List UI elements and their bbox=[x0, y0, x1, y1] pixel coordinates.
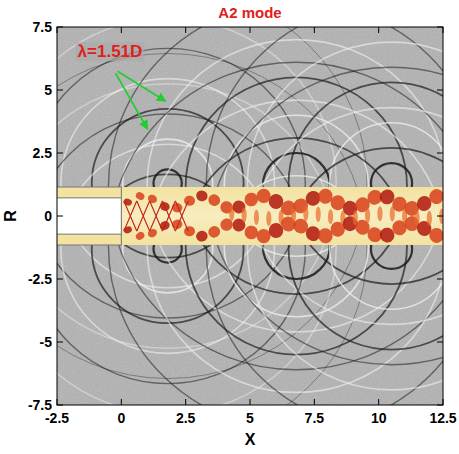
core-streak bbox=[266, 211, 271, 226]
shock-cell bbox=[163, 201, 176, 231]
vortex bbox=[134, 191, 145, 202]
y-tick bbox=[57, 153, 63, 154]
y-tick-label: 0 bbox=[44, 208, 52, 224]
wave-front bbox=[108, 27, 443, 370]
y-tick-label: 7.5 bbox=[33, 19, 53, 35]
x-tick-label: 12.5 bbox=[429, 410, 456, 426]
core-streak bbox=[328, 209, 333, 224]
x-tick-top bbox=[443, 27, 444, 33]
annotation-text: λ=1.51D bbox=[78, 42, 143, 61]
x-tick-top bbox=[121, 27, 122, 33]
wave-front bbox=[186, 77, 407, 294]
y-tick bbox=[57, 27, 63, 28]
wave-front bbox=[108, 62, 443, 405]
y-tick-label: 5 bbox=[44, 82, 52, 98]
y-tick bbox=[57, 279, 63, 280]
vortex bbox=[184, 195, 196, 206]
x-tick-top bbox=[378, 27, 379, 33]
y-tick-right bbox=[437, 90, 443, 91]
wave-front bbox=[247, 42, 443, 324]
shock-cell bbox=[175, 201, 188, 231]
core-streak bbox=[365, 208, 370, 223]
shock-cell bbox=[137, 201, 150, 231]
nozzle-bore bbox=[57, 198, 121, 234]
y-tick-right bbox=[437, 279, 443, 280]
vortex bbox=[243, 191, 259, 207]
core-streak bbox=[377, 206, 382, 221]
vortex bbox=[243, 224, 259, 240]
core-streak bbox=[242, 207, 247, 222]
x-tick bbox=[185, 399, 186, 405]
annotation-bg bbox=[76, 42, 145, 61]
y-tick-right bbox=[437, 342, 443, 343]
vortex bbox=[195, 229, 209, 242]
wave-front bbox=[186, 138, 407, 355]
x-tick-label: 10 bbox=[371, 410, 387, 426]
jet bbox=[121, 187, 443, 245]
y-tick-label: -5 bbox=[40, 334, 53, 350]
y-tick bbox=[57, 342, 63, 343]
core-streak bbox=[254, 210, 259, 225]
plot-frame bbox=[57, 27, 443, 405]
nozzle bbox=[57, 187, 121, 245]
x-tick-label: 7.5 bbox=[305, 410, 325, 426]
wave-front bbox=[247, 108, 443, 390]
vortex bbox=[184, 226, 196, 237]
plot-area bbox=[57, 27, 443, 405]
y-tick-label: -2.5 bbox=[28, 271, 52, 287]
annotation: λ=1.51D bbox=[76, 42, 166, 129]
wave-front bbox=[289, 148, 443, 350]
vortex bbox=[427, 187, 443, 206]
core-streak bbox=[316, 207, 321, 222]
x-tick-top bbox=[314, 27, 315, 33]
annotation-arrow bbox=[116, 73, 148, 129]
x-tick bbox=[378, 399, 379, 405]
x-axis-title: X bbox=[245, 431, 256, 448]
x-tick-top bbox=[57, 27, 58, 33]
title: A2 mode bbox=[218, 4, 281, 21]
y-tick-label: -7.5 bbox=[28, 397, 52, 413]
y-axis-title: R bbox=[2, 210, 19, 222]
core-streak bbox=[303, 206, 308, 221]
core-streak bbox=[427, 211, 432, 226]
x-tick bbox=[250, 399, 251, 405]
y-tick-right bbox=[437, 405, 443, 406]
x-tick-label: 0 bbox=[117, 410, 125, 426]
vortex bbox=[134, 230, 145, 241]
y-tick-right bbox=[437, 27, 443, 28]
shock-cell bbox=[124, 201, 137, 231]
x-tick-top bbox=[250, 27, 251, 33]
y-tick-label: 2.5 bbox=[33, 145, 53, 161]
x-tick-label: 2.5 bbox=[176, 410, 196, 426]
vortex bbox=[206, 192, 222, 208]
y-tick bbox=[57, 405, 63, 406]
x-tick bbox=[57, 399, 58, 405]
x-tick bbox=[314, 399, 315, 405]
wave-front bbox=[289, 82, 443, 284]
y-tick bbox=[57, 90, 63, 91]
chart: -2.502.557.51012.5-7.5-5-2.502.557.5XRA2… bbox=[0, 0, 459, 454]
x-tick-label: 5 bbox=[246, 410, 254, 426]
x-tick bbox=[443, 399, 444, 405]
y-tick-right bbox=[437, 153, 443, 154]
vortex bbox=[427, 226, 443, 245]
annotation-arrow bbox=[118, 71, 166, 101]
x-tick-top bbox=[185, 27, 186, 33]
core-streak bbox=[414, 211, 419, 226]
y-tick-right bbox=[437, 216, 443, 217]
shock-cell bbox=[150, 201, 163, 231]
x-tick bbox=[121, 399, 122, 405]
vortex bbox=[195, 189, 209, 202]
vortex bbox=[206, 224, 222, 240]
y-tick bbox=[57, 216, 63, 217]
